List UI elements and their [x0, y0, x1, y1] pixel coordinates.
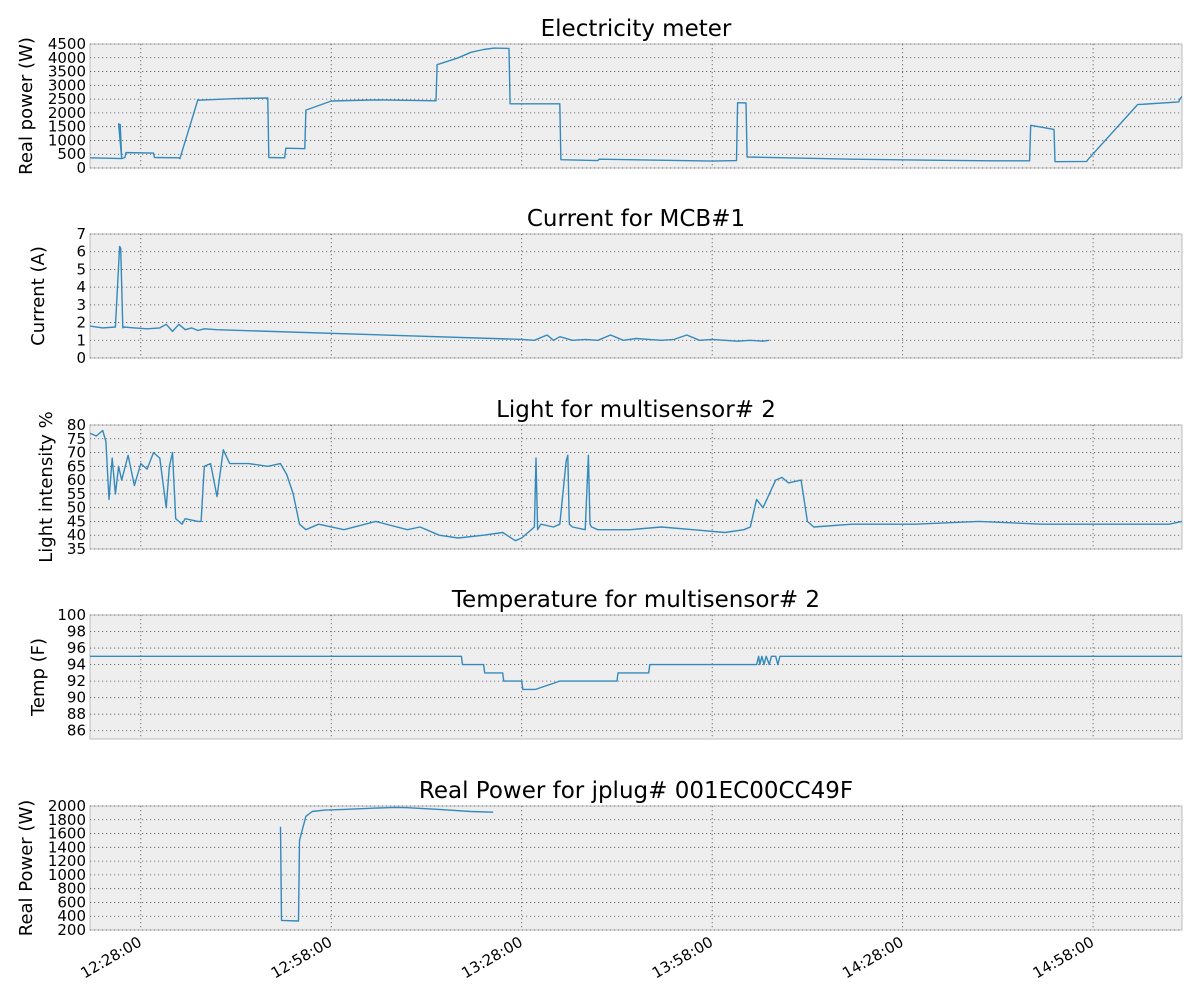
y-tick-label: 75 — [67, 430, 86, 448]
y-tick-label: 500 — [57, 145, 86, 163]
y-tick-label: 1500 — [48, 118, 86, 136]
panel-title: Electricity meter — [541, 16, 732, 42]
y-tick-label: 35 — [67, 540, 86, 558]
y-tick-label: 45 — [67, 512, 86, 530]
y-tick-label: 96 — [67, 639, 86, 657]
panel-title: Current for MCB#1 — [527, 206, 745, 232]
y-tick-label: 60 — [67, 471, 86, 489]
y-axis-label: Real power (W) — [16, 37, 37, 175]
y-tick-label: 2000 — [48, 104, 86, 122]
y-tick-label: 65 — [67, 457, 86, 475]
y-tick-label: 1 — [76, 331, 86, 349]
series-line — [90, 655, 1182, 691]
plot-area — [89, 805, 1183, 931]
series-line — [90, 429, 1182, 542]
y-tick-label: 3500 — [48, 63, 86, 81]
y-tick-label: 0 — [76, 349, 86, 367]
y-tick-label: 3 — [76, 296, 86, 314]
y-tick-label: 1400 — [48, 838, 86, 856]
y-tick-label: 600 — [57, 893, 86, 911]
y-axis-label: Real Power (W) — [16, 800, 37, 937]
y-tick-label: 1000 — [48, 131, 86, 149]
y-tick-label: 6 — [76, 243, 86, 261]
y-tick-label: 0 — [76, 159, 86, 177]
x-tick-label: 14:28:00 — [839, 933, 906, 982]
panel-title: Temperature for multisensor# 2 — [451, 587, 820, 613]
y-tick-label: 800 — [57, 880, 86, 898]
y-tick-label: 80 — [67, 416, 86, 434]
y-tick-label: 200 — [57, 921, 86, 939]
y-tick-label: 2000 — [48, 797, 86, 815]
y-tick-label: 4 — [76, 278, 86, 296]
x-tick-label: 14:58:00 — [1030, 933, 1097, 982]
y-tick-label: 86 — [67, 722, 86, 740]
y-axis-label: Current (A) — [28, 246, 49, 346]
y-tick-label: 88 — [67, 705, 86, 723]
panel-title: Light for multisensor# 2 — [496, 397, 776, 423]
y-tick-label: 7 — [76, 225, 86, 243]
y-tick-label: 92 — [67, 672, 86, 690]
y-tick-label: 100 — [57, 606, 86, 624]
series-line — [279, 806, 494, 922]
x-tick-label: 13:58:00 — [649, 933, 716, 982]
y-tick-label: 2 — [76, 314, 86, 332]
y-tick-label: 1600 — [48, 825, 86, 843]
plot-area — [89, 233, 1183, 359]
x-tick-label: 12:58:00 — [268, 933, 335, 982]
y-tick-label: 4000 — [48, 49, 86, 67]
y-tick-label: 40 — [67, 526, 86, 544]
y-tick-label: 50 — [67, 499, 86, 517]
y-tick-label: 98 — [67, 623, 86, 641]
y-tick-label: 70 — [67, 444, 86, 462]
y-tick-label: 5 — [76, 260, 86, 278]
y-tick-label: 400 — [57, 907, 86, 925]
y-tick-label: 1800 — [48, 811, 86, 829]
y-tick-label: 55 — [67, 485, 86, 503]
y-tick-label: 90 — [67, 689, 86, 707]
x-tick-label: 12:28:00 — [77, 933, 144, 982]
plot-area — [89, 614, 1183, 740]
y-axis-label: Light intensity % — [36, 411, 57, 563]
y-tick-label: 1000 — [48, 866, 86, 884]
panel-title: Real Power for jplug# 001EC00CC49F — [419, 778, 853, 804]
plot-area — [89, 43, 1183, 169]
y-tick-label: 4500 — [48, 35, 86, 53]
series-line — [90, 47, 1182, 163]
y-axis-label: Temp (F) — [28, 638, 49, 717]
x-tick-label: 13:28:00 — [458, 933, 525, 982]
plot-area — [89, 424, 1183, 550]
y-tick-label: 2500 — [48, 90, 86, 108]
y-tick-label: 1200 — [48, 852, 86, 870]
y-tick-label: 94 — [67, 656, 86, 674]
series-line — [90, 245, 770, 342]
y-tick-label: 3000 — [48, 76, 86, 94]
